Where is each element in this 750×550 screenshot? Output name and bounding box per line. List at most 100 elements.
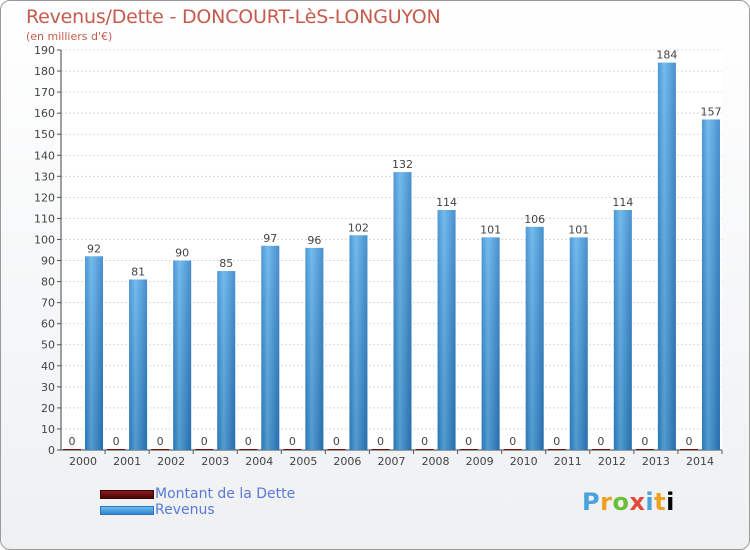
x-tick-label: 2013: [642, 455, 670, 468]
data-label-dette: 0: [553, 435, 560, 448]
x-tick-label: 2006: [333, 455, 361, 468]
y-tick-label: 180: [34, 65, 55, 78]
bar-dette: [371, 449, 390, 450]
data-label-revenus: 114: [436, 196, 457, 209]
proxiti-logo: Proxiti: [582, 488, 675, 516]
data-label-dette: 0: [157, 435, 164, 448]
data-label-dette: 0: [69, 435, 76, 448]
x-tick-label: 2004: [245, 455, 273, 468]
data-label-dette: 0: [113, 435, 120, 448]
chart-title: Revenus/Dette - DONCOURT-LèS-LONGUYON: [26, 6, 441, 28]
data-label-revenus: 101: [480, 223, 501, 236]
y-tick-label: 50: [41, 339, 55, 352]
x-tick-label: 2014: [686, 455, 714, 468]
y-tick-label: 110: [34, 212, 55, 225]
bar-dette: [459, 449, 478, 450]
data-label-dette: 0: [245, 435, 252, 448]
y-tick-label: 60: [41, 318, 55, 331]
data-label-dette: 0: [465, 435, 472, 448]
x-tick-label: 2001: [113, 455, 141, 468]
data-label-revenus: 85: [219, 257, 233, 270]
data-label-revenus: 184: [656, 49, 677, 62]
x-tick-label: 2011: [554, 455, 582, 468]
bar-revenus-shade: [437, 210, 456, 450]
x-tick-label: 2003: [201, 455, 229, 468]
bar-dette: [679, 449, 698, 450]
y-tick-label: 0: [48, 444, 55, 457]
y-tick-label: 170: [34, 86, 55, 99]
data-label-revenus: 96: [307, 234, 321, 247]
data-label-dette: 0: [333, 435, 340, 448]
y-tick-label: 130: [34, 170, 55, 183]
bar-dette: [635, 449, 654, 450]
bar-revenus-shade: [173, 260, 192, 450]
y-tick-label: 100: [34, 233, 55, 246]
y-tick-label: 90: [41, 255, 55, 268]
data-label-dette: 0: [377, 435, 384, 448]
bar-dette: [327, 449, 346, 450]
data-label-revenus: 157: [700, 105, 721, 118]
x-tick-label: 2009: [466, 455, 494, 468]
data-label-dette: 0: [597, 435, 604, 448]
data-label-dette: 0: [641, 435, 648, 448]
y-tick-label: 190: [34, 44, 55, 57]
legend-label-revenus: Revenus: [155, 502, 215, 518]
y-tick-label: 140: [34, 149, 55, 162]
x-tick-label: 2008: [422, 455, 450, 468]
bar-revenus-shade: [701, 119, 720, 450]
bar-revenus-shade: [305, 247, 324, 450]
chart-subtitle: (en milliers d'€): [26, 30, 113, 43]
y-tick-label: 120: [34, 191, 55, 204]
data-label-dette: 0: [289, 435, 296, 448]
bar-revenus-shade: [349, 235, 368, 450]
bar-dette: [63, 449, 82, 450]
x-tick-label: 2002: [157, 455, 185, 468]
x-tick-label: 2012: [598, 455, 626, 468]
y-tick-label: 70: [41, 297, 55, 310]
data-label-revenus: 102: [348, 221, 369, 234]
bar-revenus-shade: [217, 271, 236, 450]
bar-dette: [503, 449, 522, 450]
data-label-dette: 0: [201, 435, 208, 448]
legend-item-revenus: Revenus: [100, 502, 360, 518]
y-tick-label: 20: [41, 402, 55, 415]
bar-dette: [151, 449, 170, 450]
data-label-revenus: 101: [568, 223, 589, 236]
bar-revenus-shade: [481, 237, 500, 450]
y-tick-label: 40: [41, 360, 55, 373]
plot-area: [61, 50, 722, 450]
bar-dette: [591, 449, 610, 450]
data-label-revenus: 97: [263, 232, 277, 245]
chart-legend: Montant de la Dette Revenus: [100, 486, 360, 518]
bar-revenus-shade: [393, 172, 412, 450]
y-tick-label: 30: [41, 381, 55, 394]
data-label-revenus: 81: [131, 265, 145, 278]
bar-dette: [283, 449, 302, 450]
y-tick-label: 10: [41, 423, 55, 436]
bar-revenus-shade: [613, 210, 632, 450]
bar-dette: [107, 449, 126, 450]
data-label-revenus: 106: [524, 213, 545, 226]
bar-dette: [415, 449, 434, 450]
bar-dette: [195, 449, 214, 450]
bar-revenus-shade: [657, 62, 676, 450]
y-tick-label: 150: [34, 128, 55, 141]
bar-revenus-shade: [569, 237, 588, 450]
bar-revenus-shade: [85, 256, 104, 450]
data-label-revenus: 132: [392, 158, 413, 171]
x-tick-label: 2000: [69, 455, 97, 468]
bar-revenus-shade: [129, 279, 148, 450]
legend-label-dette: Montant de la Dette: [155, 486, 296, 502]
bar-revenus-shade: [525, 226, 544, 450]
bar-dette: [239, 449, 258, 450]
x-tick-label: 2005: [289, 455, 317, 468]
data-label-revenus: 114: [612, 196, 633, 209]
data-label-dette: 0: [685, 435, 692, 448]
data-label-revenus: 92: [87, 242, 101, 255]
legend-swatch-revenus: [100, 506, 154, 515]
x-tick-label: 2007: [378, 455, 406, 468]
bar-revenus-shade: [261, 245, 280, 450]
data-label-dette: 0: [421, 435, 428, 448]
legend-item-dette: Montant de la Dette: [100, 486, 360, 502]
